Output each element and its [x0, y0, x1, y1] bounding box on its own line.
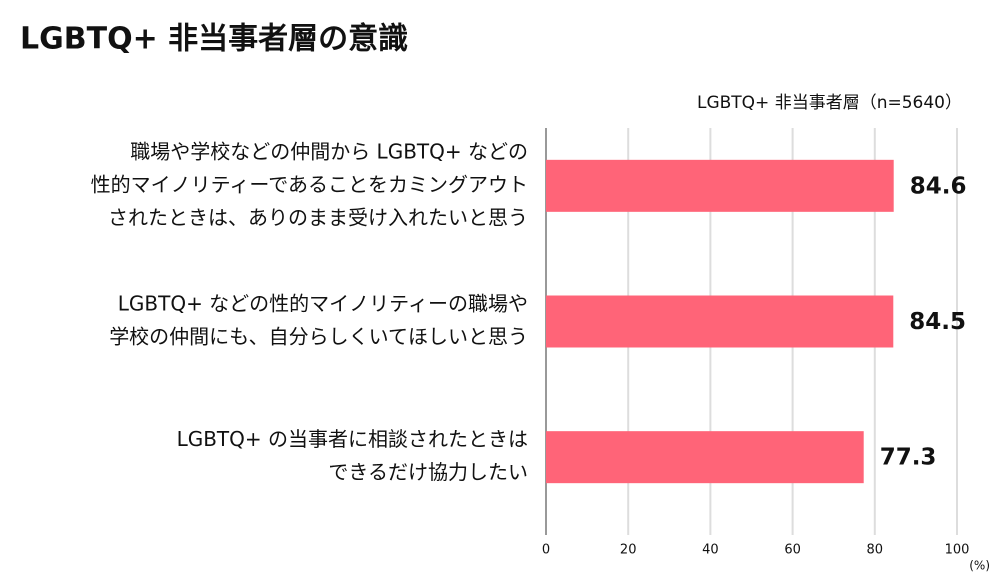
- category-label: されたときは、ありのまま受け入れたいと思う: [108, 205, 528, 229]
- value-label: 84.5: [909, 309, 966, 335]
- category-label: 職場や学校などの仲間から LGBTQ+ などの: [130, 139, 528, 163]
- value-label: 77.3: [880, 445, 937, 471]
- category-label: 性的マイノリティーであることをカミングアウト: [91, 172, 528, 196]
- unit-label: (%): [969, 559, 990, 573]
- bar: [546, 431, 864, 484]
- category-label: できるだけ協力したい: [328, 460, 528, 484]
- category-label: LGBTQ+ などの性的マイノリティーの職場や: [118, 292, 528, 316]
- series-label: LGBTQ+ 非当事者層（n=5640）: [697, 93, 962, 113]
- chart-title: LGBTQ+ 非当事者層の意識: [20, 22, 408, 57]
- x-tick-label: 60: [784, 543, 801, 558]
- category-label: LGBTQ+ の当事者に相談されたときは: [177, 427, 528, 451]
- x-tick-label: 0: [542, 543, 550, 558]
- bar: [546, 159, 894, 212]
- x-tick-label: 100: [945, 543, 970, 558]
- value-label: 84.6: [910, 173, 967, 199]
- bar: [546, 295, 894, 348]
- x-tick-label: 20: [620, 543, 637, 558]
- category-label: 学校の仲間にも、自分らしくいてほしいと思う: [109, 325, 528, 349]
- x-tick-label: 40: [702, 543, 719, 558]
- x-tick-label: 80: [867, 543, 884, 558]
